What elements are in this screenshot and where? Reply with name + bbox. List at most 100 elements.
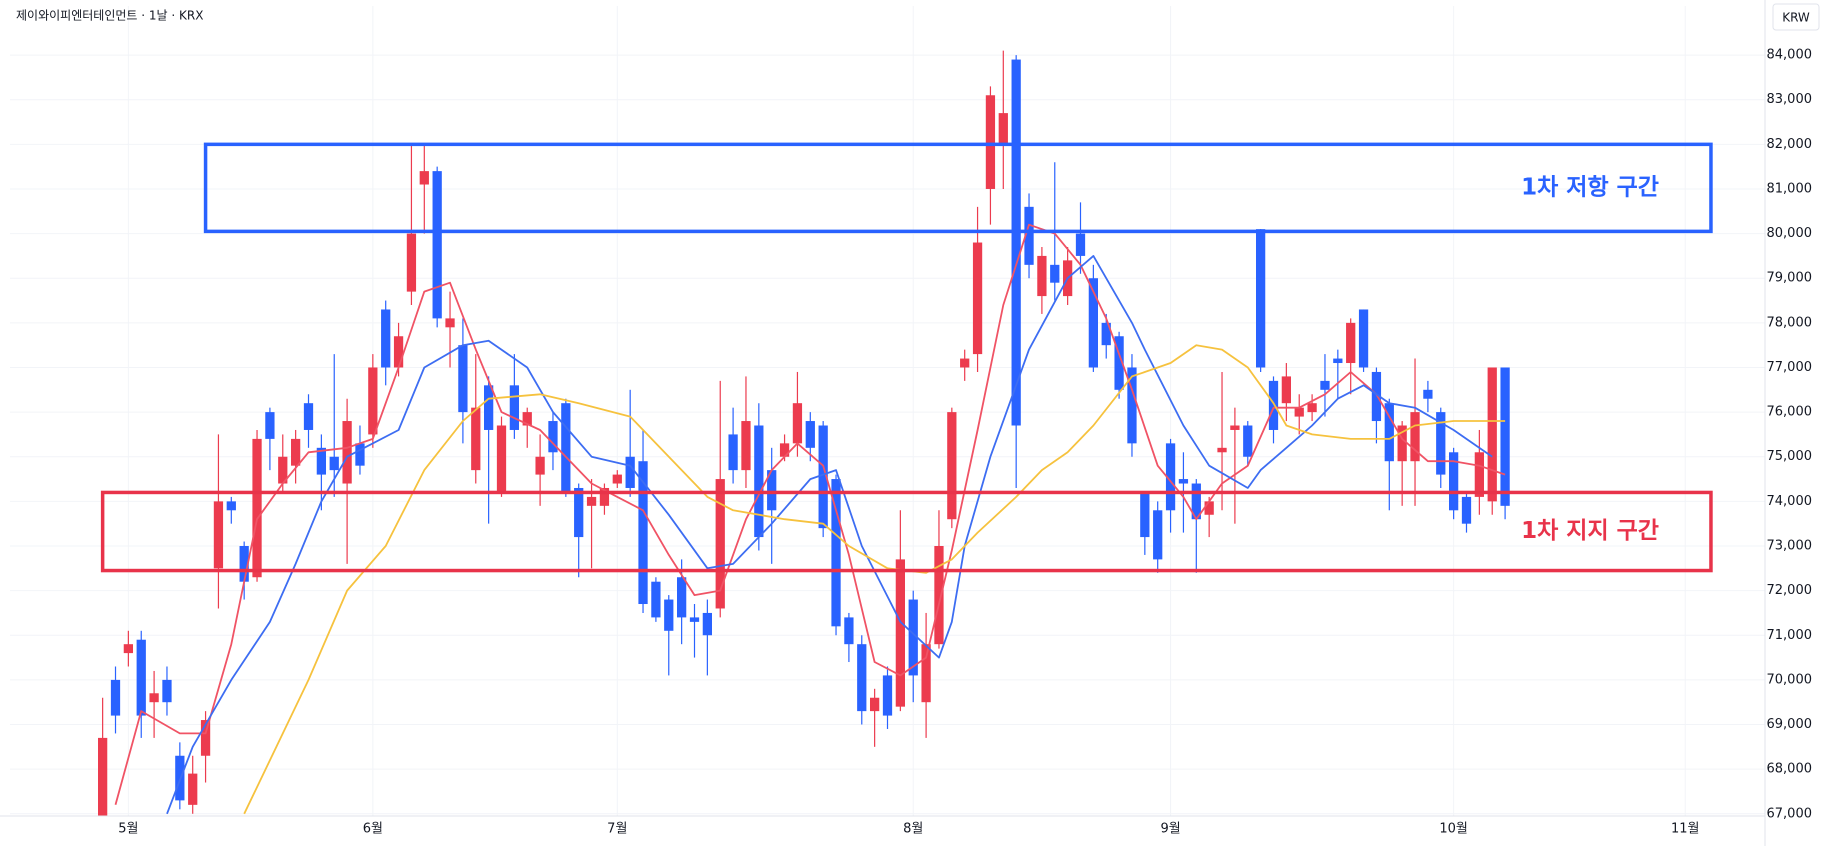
candle-body <box>1024 206 1034 265</box>
candle-body <box>1255 229 1266 368</box>
moving-average-line <box>166 254 1493 815</box>
candle-body <box>445 318 455 328</box>
candle-body <box>1075 233 1086 256</box>
candle-body <box>1294 407 1304 417</box>
candle-body <box>149 693 159 703</box>
y-tick-label: 74,000 <box>1767 494 1813 509</box>
candle-body <box>1217 447 1227 453</box>
zone-label: 1차 저항 구간 <box>1521 174 1659 200</box>
candle-body <box>136 639 146 716</box>
candle-body <box>1153 510 1163 560</box>
zone-box <box>203 142 1713 234</box>
candle-body <box>381 309 391 368</box>
candle-body <box>1384 403 1394 462</box>
candle-body <box>715 479 725 609</box>
candle-body <box>1191 483 1201 520</box>
candle-body <box>484 385 494 430</box>
moving-average-line <box>243 344 1506 815</box>
candle-body <box>1165 443 1176 511</box>
x-tick-label: 6월 <box>363 822 383 837</box>
candle-body <box>741 421 751 471</box>
candle-body <box>432 171 442 319</box>
candle-body <box>368 367 378 435</box>
zone-label: 1차 지지 구간 <box>1521 518 1659 544</box>
chart-title: 제이와이피엔터테인먼트 · 1날 · KRX <box>16 9 203 23</box>
candle-body <box>1101 322 1111 346</box>
candle-body <box>1487 367 1497 502</box>
candle-body <box>1358 309 1369 368</box>
candle-body <box>1050 264 1060 283</box>
candle-body <box>677 577 687 618</box>
candle-body <box>1474 452 1484 497</box>
currency-label: KRW <box>1782 11 1810 25</box>
candle-body <box>406 233 417 292</box>
candle-body <box>98 737 108 816</box>
candle-body <box>1243 425 1253 457</box>
candle-body <box>535 456 545 475</box>
candle-body <box>1268 380 1279 430</box>
currency-box[interactable] <box>1772 3 1820 31</box>
candle-body <box>1140 492 1150 538</box>
candle-body <box>1423 389 1433 399</box>
candle-body <box>188 773 198 805</box>
candle-body <box>960 358 970 368</box>
candle-body <box>1320 380 1330 390</box>
moving-average-line <box>114 223 1506 806</box>
candle-body <box>767 470 777 511</box>
candle-body <box>857 644 867 712</box>
candle-body <box>689 617 700 622</box>
candle-body <box>1410 412 1420 462</box>
candle-body <box>625 456 635 488</box>
candle-body <box>702 612 712 636</box>
candle-body <box>985 95 996 189</box>
y-tick-label: 73,000 <box>1767 539 1813 554</box>
candle-body <box>934 546 944 645</box>
candle-body <box>123 644 134 654</box>
candle-body <box>1230 425 1240 430</box>
candle-body <box>316 447 327 475</box>
candle-body <box>908 599 918 676</box>
x-tick-label: 7월 <box>607 822 627 837</box>
candle-body <box>110 679 121 716</box>
candle-body <box>1436 412 1446 475</box>
candle-body <box>1371 371 1382 422</box>
x-tick-label: 10월 <box>1439 822 1468 837</box>
candle-body <box>509 385 520 430</box>
candle-body <box>1500 367 1510 506</box>
x-tick-label: 5월 <box>118 822 138 837</box>
candle-body <box>586 496 597 506</box>
y-tick-label: 83,000 <box>1767 92 1813 107</box>
y-tick-label: 78,000 <box>1767 315 1813 330</box>
candle-body <box>291 438 301 466</box>
candle-body <box>303 403 314 430</box>
candle-body <box>1011 59 1021 426</box>
y-tick-label: 77,000 <box>1767 360 1813 375</box>
candle-body <box>419 171 429 185</box>
candle-body <box>278 456 288 484</box>
candle-body <box>947 412 957 520</box>
y-tick-label: 79,000 <box>1767 271 1813 286</box>
candle-body <box>329 456 339 471</box>
candle-body <box>1178 479 1189 484</box>
candle-body <box>162 679 172 703</box>
x-tick-label: 11월 <box>1671 822 1700 837</box>
candle-body <box>1127 367 1137 444</box>
candle-body <box>728 434 738 471</box>
candle-body <box>1346 322 1356 364</box>
candle-body <box>882 675 893 716</box>
candle-body <box>561 403 571 493</box>
candle-body <box>818 425 828 529</box>
candle-body <box>1088 278 1098 368</box>
candle-body <box>1204 501 1214 515</box>
candle-body <box>342 421 352 484</box>
candle-body <box>200 720 211 756</box>
candle-body <box>1461 496 1472 524</box>
axes: 67,000 68,000 69,000 70,000 71,000 72,000 73,0… <box>118 48 1812 837</box>
candle-body <box>651 581 661 618</box>
candle-body <box>522 412 532 426</box>
candle-body <box>779 443 790 457</box>
candle-body <box>226 501 236 511</box>
y-tick-label: 70,000 <box>1767 672 1813 687</box>
